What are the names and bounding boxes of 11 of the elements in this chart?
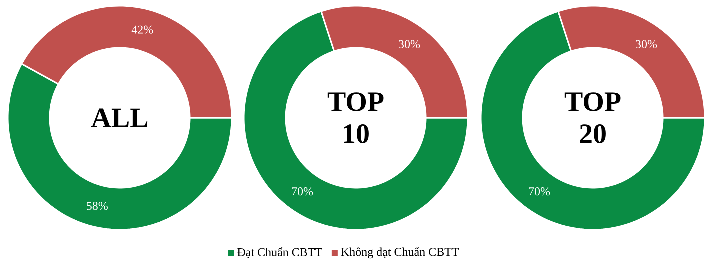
text: TOP 10 bbox=[328, 92, 384, 144]
data-label: 70% bbox=[529, 188, 550, 196]
data-label: 70% bbox=[292, 188, 314, 196]
data-label: 42% bbox=[132, 26, 154, 34]
text: TOP 20 bbox=[564, 92, 621, 144]
legend-label: Đạt Chuẩn CBTT bbox=[238, 248, 322, 258]
data-label: 30% bbox=[636, 40, 658, 48]
data-label: 30% bbox=[399, 40, 420, 48]
legend-label: Không đạt Chuẩn CBTT bbox=[341, 247, 460, 259]
data-label: 58% bbox=[87, 202, 108, 210]
text: ALL bbox=[91, 108, 148, 128]
